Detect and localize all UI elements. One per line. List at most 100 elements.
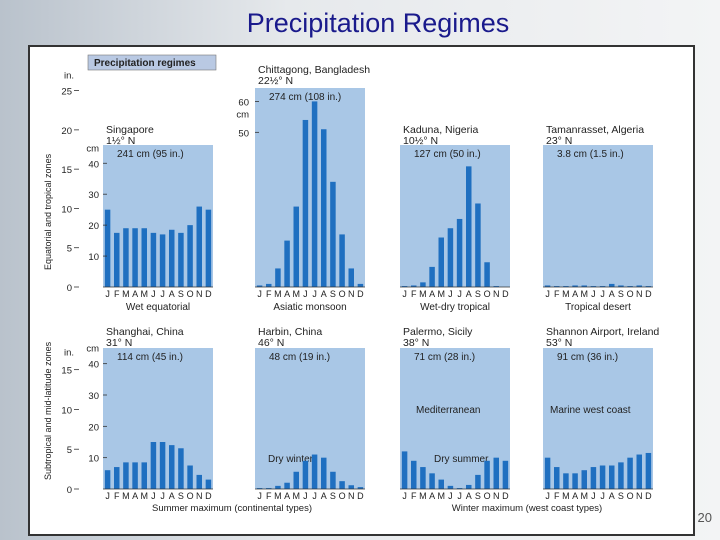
bar	[159, 442, 166, 489]
x-tick-label: S	[330, 491, 336, 501]
x-tick-label: J	[257, 491, 262, 501]
bar	[141, 462, 147, 489]
y2-unit: in.	[64, 348, 74, 359]
bar	[401, 451, 408, 489]
panel	[400, 145, 510, 287]
x-tick-label: J	[545, 289, 550, 299]
note: Dry summer	[434, 454, 489, 465]
x-tick-label: J	[448, 289, 453, 299]
bar	[484, 262, 490, 287]
y2-unit: in.	[64, 71, 74, 82]
x-tick-label: J	[457, 289, 462, 299]
bar	[411, 285, 417, 287]
x-tick-label: J	[303, 289, 308, 299]
bar	[266, 283, 272, 287]
x-tick-label: N	[196, 289, 203, 299]
bar	[293, 471, 299, 489]
bar	[104, 470, 111, 489]
y2-tick-label: 10	[61, 405, 72, 416]
page-number: 20	[698, 510, 712, 525]
climate-label: Tropical desert	[565, 302, 631, 313]
bar	[196, 206, 202, 287]
bar	[438, 237, 444, 287]
bar	[132, 228, 138, 287]
x-tick-label: D	[205, 289, 212, 299]
chart-subtitle: 53° N	[546, 337, 572, 349]
bar	[187, 465, 193, 489]
x-tick-label: J	[600, 289, 605, 299]
x-tick-label: J	[160, 491, 165, 501]
bar	[302, 119, 309, 288]
chart-annotation: 71 cm (28 in.)	[414, 352, 475, 363]
chart-title: Harbin, China	[258, 326, 322, 338]
bar	[645, 286, 652, 287]
y-tick-label: 20	[88, 221, 99, 232]
bar	[466, 484, 472, 489]
bar	[321, 457, 327, 489]
x-tick-label: J	[303, 491, 308, 501]
bar	[150, 442, 157, 489]
chart-title: Tamanrasset, Algeria	[546, 124, 644, 136]
x-tick-label: M	[581, 491, 589, 501]
bar	[563, 473, 569, 489]
bar	[484, 460, 490, 489]
x-tick-label: F	[411, 491, 417, 501]
row-label: Equatorial and tropical zones	[43, 153, 53, 270]
bar	[284, 240, 290, 287]
x-tick-label: O	[484, 491, 491, 501]
chart-subtitle: 38° N	[403, 337, 429, 349]
x-tick-label: J	[151, 289, 156, 299]
group-label: Winter maximum (west coast types)	[452, 503, 602, 514]
x-tick-label: S	[475, 491, 481, 501]
bar	[627, 457, 633, 489]
bar	[544, 285, 551, 287]
x-tick-label: A	[169, 491, 175, 501]
bar	[357, 283, 364, 287]
chart-annotation: 241 cm (95 in.)	[117, 149, 184, 160]
chart-title: Shannon Airport, Ireland	[546, 326, 659, 338]
bar	[159, 234, 166, 287]
x-tick-label: F	[114, 491, 120, 501]
chart-subtitle: 1½° N	[106, 135, 135, 147]
bar	[275, 268, 281, 287]
x-tick-label: M	[141, 491, 149, 501]
chart-subtitle: 23° N	[546, 135, 572, 147]
bar	[132, 462, 138, 489]
bar	[302, 460, 309, 489]
x-tick-label: D	[357, 289, 364, 299]
x-tick-label: M	[274, 289, 282, 299]
x-tick-label: A	[284, 289, 290, 299]
x-tick-label: D	[357, 491, 364, 501]
x-tick-label: A	[466, 491, 472, 501]
x-tick-label: F	[554, 491, 560, 501]
x-tick-label: O	[187, 289, 194, 299]
bar	[420, 467, 426, 489]
chart-annotation: 127 cm (50 in.)	[414, 149, 481, 160]
bar	[339, 481, 345, 489]
x-tick-label: J	[257, 289, 262, 299]
bar	[339, 234, 345, 287]
chart-title: Palermo, Sicily	[403, 326, 473, 338]
figure-heading: Precipitation regimes	[94, 58, 196, 69]
bar	[266, 488, 272, 489]
x-tick-label: A	[466, 289, 472, 299]
x-tick-label: A	[321, 491, 327, 501]
bar	[293, 206, 299, 287]
x-tick-label: O	[339, 289, 346, 299]
chart-annotation: 114 cm (45 in.)	[117, 352, 183, 363]
y2-tick-label: 0	[67, 283, 72, 294]
x-tick-label: M	[293, 491, 301, 501]
x-tick-label: A	[321, 289, 327, 299]
bar	[456, 488, 463, 489]
x-tick-label: A	[609, 289, 615, 299]
bar	[618, 462, 624, 489]
panel	[255, 88, 365, 287]
chart-title: Kaduna, Nigeria	[403, 124, 478, 136]
x-tick-label: A	[284, 491, 290, 501]
x-tick-label: M	[562, 289, 570, 299]
bar	[411, 460, 417, 489]
figure-heading-box	[87, 54, 217, 71]
bar	[502, 460, 509, 489]
climate-label: Wet-dry tropical	[420, 302, 490, 313]
